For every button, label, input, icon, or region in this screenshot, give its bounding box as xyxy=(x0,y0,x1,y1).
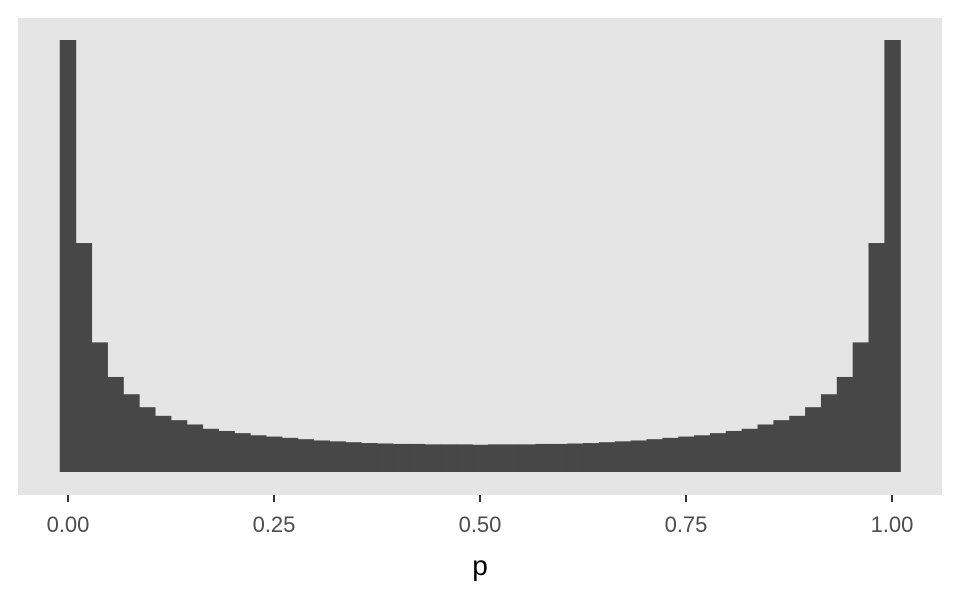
histogram-bar xyxy=(313,440,330,472)
x-axis-ticks xyxy=(67,495,893,502)
histogram-bar xyxy=(836,376,854,472)
histogram-bar xyxy=(646,439,663,472)
histogram-bar xyxy=(329,441,346,472)
histogram-bar xyxy=(741,428,759,472)
histogram-bar xyxy=(123,394,140,472)
histogram-bar xyxy=(424,444,441,472)
x-axis-tick-label: 0.00 xyxy=(47,512,90,537)
histogram-bar xyxy=(202,428,219,472)
histogram-bar xyxy=(662,437,679,472)
histogram-bar xyxy=(694,435,711,472)
histogram-bar xyxy=(75,243,93,472)
histogram-bar xyxy=(472,444,489,472)
histogram-bars xyxy=(59,40,901,472)
histogram-bar xyxy=(630,440,648,472)
histogram-bar xyxy=(503,444,521,472)
x-axis-tick-label: 1.00 xyxy=(871,512,914,537)
histogram-bar xyxy=(139,407,156,472)
histogram-bar xyxy=(614,441,632,472)
histogram-bar xyxy=(725,430,743,472)
histogram-bar xyxy=(59,40,77,472)
histogram-bar xyxy=(281,437,299,472)
histogram-bar xyxy=(868,243,885,472)
x-axis-tick-label: 0.75 xyxy=(665,512,708,537)
histogram-bar xyxy=(408,443,426,472)
histogram-bar xyxy=(598,442,616,472)
histogram-bar xyxy=(709,433,727,472)
plot-panel xyxy=(18,18,942,495)
histogram-bar xyxy=(440,444,457,472)
histogram-bar xyxy=(583,443,600,472)
histogram-bar xyxy=(884,40,901,472)
histogram-bar xyxy=(297,439,315,472)
x-axis-tick-labels: 0.00 0.25 0.50 0.75 1.00 xyxy=(47,512,914,537)
histogram-bar xyxy=(218,430,235,472)
x-axis-tick-label: 0.50 xyxy=(459,512,502,537)
x-axis-tick-label: 0.25 xyxy=(253,512,296,537)
histogram-bar xyxy=(265,436,283,472)
histogram-bar xyxy=(361,443,378,472)
histogram-bar xyxy=(186,424,204,472)
histogram-bar xyxy=(519,444,537,472)
histogram-bar xyxy=(852,342,870,472)
histogram-bar xyxy=(234,433,251,472)
x-axis-title: p xyxy=(472,550,488,581)
histogram-bar xyxy=(567,443,584,472)
histogram-bar xyxy=(345,442,362,472)
histogram-bar xyxy=(392,443,410,472)
histogram-bar xyxy=(154,415,172,472)
histogram-bar xyxy=(820,394,838,472)
histogram-bar xyxy=(535,443,552,472)
histogram-bar xyxy=(551,443,568,472)
histogram-bar xyxy=(805,407,822,472)
histogram-bar xyxy=(757,424,774,472)
histogram-bar xyxy=(250,435,267,472)
histogram-bar xyxy=(170,420,188,472)
histogram-bar xyxy=(376,443,394,472)
histogram-bar xyxy=(107,376,124,472)
histogram-bar xyxy=(678,436,695,472)
histogram-bar xyxy=(91,342,108,472)
histogram-bar xyxy=(456,444,473,472)
histogram-bar xyxy=(773,420,790,472)
histogram-bar xyxy=(789,415,806,472)
histogram-bar xyxy=(487,444,505,472)
